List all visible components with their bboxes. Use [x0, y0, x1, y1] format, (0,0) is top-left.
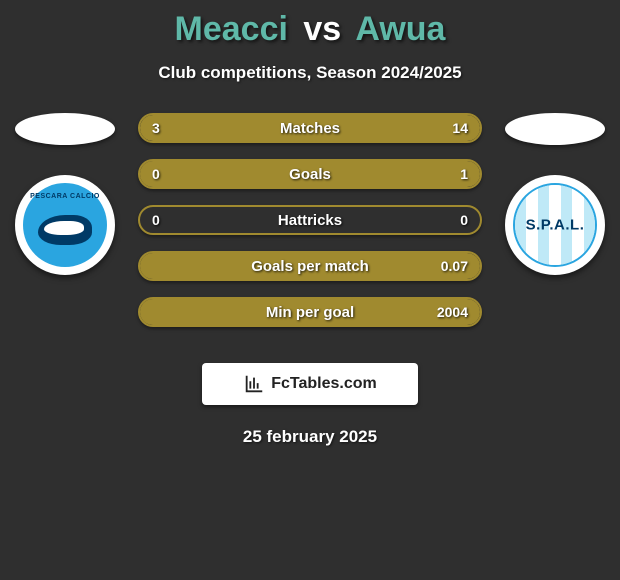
subtitle: Club competitions, Season 2024/2025: [0, 63, 620, 83]
player2-name: Awua: [355, 10, 445, 48]
stat-value-left: 0: [152, 212, 160, 228]
vs-text: vs: [303, 10, 341, 48]
dolphin-icon: [38, 215, 92, 245]
stat-label: Goals: [289, 166, 331, 183]
stat-bar: 3 Matches 14: [138, 113, 482, 143]
player2-club-badge: S.P.A.L.: [505, 175, 605, 275]
bar-fill-left: [140, 115, 201, 141]
stat-value-left: 0: [152, 166, 160, 182]
pescara-badge-text: PESCARA CALCIO: [30, 193, 100, 200]
stat-label: Hattricks: [278, 212, 342, 229]
stat-bar: 0 Goals 1: [138, 159, 482, 189]
stat-bar: Min per goal 2004: [138, 297, 482, 327]
stat-value-right: 0.07: [441, 258, 468, 274]
stats-bars: 3 Matches 14 0 Goals 1 0 Hattricks 0 Goals per ma…: [120, 113, 500, 343]
date-text: 25 february 2025: [0, 427, 620, 447]
stat-bar: 0 Hattricks 0: [138, 205, 482, 235]
stat-bar: Goals per match 0.07: [138, 251, 482, 281]
stat-value-right: 14: [452, 120, 468, 136]
stat-label: Min per goal: [266, 304, 354, 321]
attribution-badge: FcTables.com: [202, 363, 418, 405]
right-side: S.P.A.L.: [500, 113, 610, 275]
stat-label: Goals per match: [251, 258, 369, 275]
stat-value-left: 3: [152, 120, 160, 136]
attribution-text: FcTables.com: [271, 375, 377, 393]
content-row: PESCARA CALCIO 3 Matches 14 0 Goals 1 0 Hattric…: [0, 113, 620, 343]
stat-value-right: 2004: [437, 304, 468, 320]
left-side: PESCARA CALCIO: [10, 113, 120, 275]
player1-photo-placeholder: [15, 113, 115, 145]
bar-fill-right: [201, 115, 480, 141]
comparison-title: Meacci vs Awua: [0, 0, 620, 49]
chart-icon: [243, 373, 265, 395]
stat-label: Matches: [280, 120, 340, 137]
player1-name: Meacci: [175, 10, 288, 48]
stat-value-right: 0: [460, 212, 468, 228]
player2-photo-placeholder: [505, 113, 605, 145]
stat-value-right: 1: [460, 166, 468, 182]
spal-badge-inner: S.P.A.L.: [513, 183, 597, 267]
spal-badge-text: S.P.A.L.: [526, 217, 585, 234]
player1-club-badge: PESCARA CALCIO: [15, 175, 115, 275]
pescara-badge-inner: PESCARA CALCIO: [23, 183, 107, 267]
